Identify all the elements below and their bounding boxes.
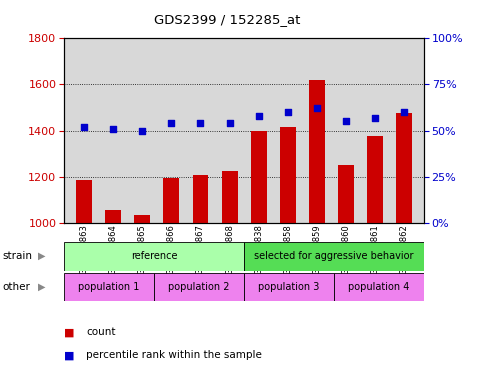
Bar	[135, 215, 150, 223]
Text: ▶: ▶	[38, 251, 46, 261]
Text: ▶: ▶	[38, 282, 46, 292]
Text: strain: strain	[2, 251, 33, 261]
Bar	[64, 242, 244, 271]
Point	[371, 114, 379, 121]
Bar	[154, 273, 244, 301]
Text: ■: ■	[64, 327, 74, 337]
Bar	[164, 178, 179, 223]
Text: population 1: population 1	[78, 282, 140, 292]
Text: percentile rank within the sample: percentile rank within the sample	[86, 350, 262, 360]
Bar	[280, 127, 295, 223]
Bar	[64, 273, 154, 301]
Bar	[244, 273, 334, 301]
Bar	[250, 131, 267, 223]
Bar	[396, 113, 412, 223]
Bar	[367, 136, 383, 223]
Bar	[244, 242, 424, 271]
Point	[226, 120, 234, 126]
Point	[139, 127, 146, 134]
Point	[400, 109, 408, 115]
Bar	[193, 175, 209, 223]
Bar	[309, 80, 324, 223]
Point	[168, 120, 176, 126]
Bar	[338, 165, 353, 223]
Point	[254, 113, 262, 119]
Point	[109, 126, 117, 132]
Text: population 3: population 3	[258, 282, 319, 292]
Text: count: count	[86, 327, 116, 337]
Text: population 4: population 4	[349, 282, 410, 292]
Point	[80, 124, 88, 130]
Bar	[221, 171, 238, 223]
Text: GDS2399 / 152285_at: GDS2399 / 152285_at	[154, 13, 300, 26]
Text: selected for aggressive behavior: selected for aggressive behavior	[254, 251, 414, 262]
Point	[342, 118, 350, 124]
Bar	[106, 210, 121, 223]
Text: population 2: population 2	[168, 282, 230, 292]
Point	[313, 105, 320, 111]
Point	[197, 120, 205, 126]
Point	[283, 109, 291, 115]
Bar	[76, 180, 92, 223]
Text: ■: ■	[64, 350, 74, 360]
Text: other: other	[2, 282, 31, 292]
Text: reference: reference	[131, 251, 177, 262]
Bar	[334, 273, 424, 301]
